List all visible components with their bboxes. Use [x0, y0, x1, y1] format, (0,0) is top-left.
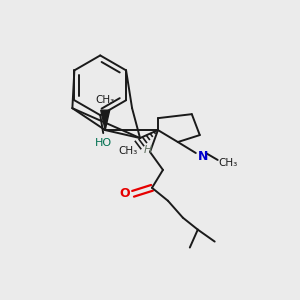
- Text: CH₃: CH₃: [96, 95, 115, 105]
- Text: CH₃: CH₃: [118, 146, 138, 156]
- Text: H: H: [144, 145, 152, 155]
- Text: N: N: [198, 151, 208, 164]
- Polygon shape: [101, 110, 110, 130]
- Text: CH₃: CH₃: [218, 158, 237, 168]
- Text: HO: HO: [95, 138, 112, 148]
- Text: O: O: [120, 187, 130, 200]
